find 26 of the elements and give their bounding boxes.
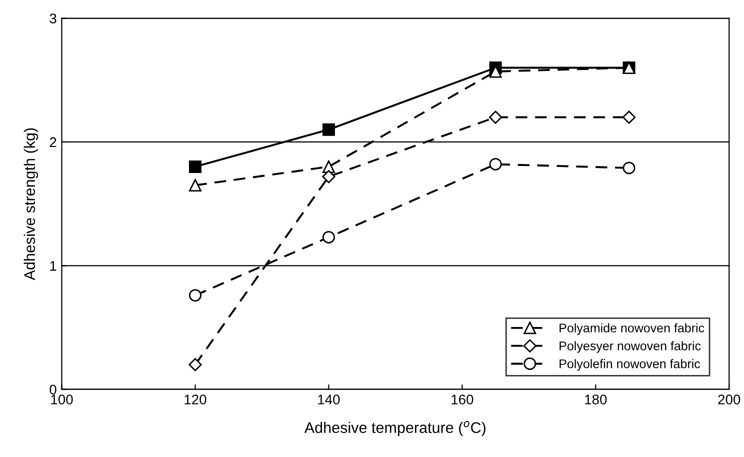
point: [488, 110, 502, 124]
x-tick-label: 100: [51, 394, 73, 404]
y-tick-label: 0: [50, 384, 56, 395]
y-tick-label: 1: [50, 261, 56, 271]
legend-label: Polyesyer nowoven fabric: [560, 341, 701, 353]
point: [322, 123, 335, 136]
x-tick-label: 200: [718, 394, 740, 404]
x-tick-label: 160: [452, 394, 474, 404]
point: [188, 160, 202, 173]
point: [188, 358, 202, 372]
y-axis-title: Adhesive strength (kg): [24, 128, 38, 280]
x-tick-label: 120: [184, 394, 206, 404]
y-tick-label: 3: [50, 14, 56, 24]
point: [322, 170, 336, 184]
point: [188, 289, 202, 302]
point: [622, 162, 636, 174]
point: [622, 110, 636, 124]
point: [322, 230, 335, 244]
x-tick-label: 180: [585, 394, 607, 404]
y-tick-label: 2: [50, 137, 56, 148]
x-tick-label: 140: [318, 394, 340, 404]
point: [489, 158, 502, 170]
legend-label: Polyamide nowoven fabric: [560, 323, 704, 335]
x-axis-title: Adhesive temperature ($^{o}$C): [304, 421, 486, 436]
legend-label: Polyolefin nowoven fabric: [560, 359, 700, 371]
point: [188, 179, 202, 192]
